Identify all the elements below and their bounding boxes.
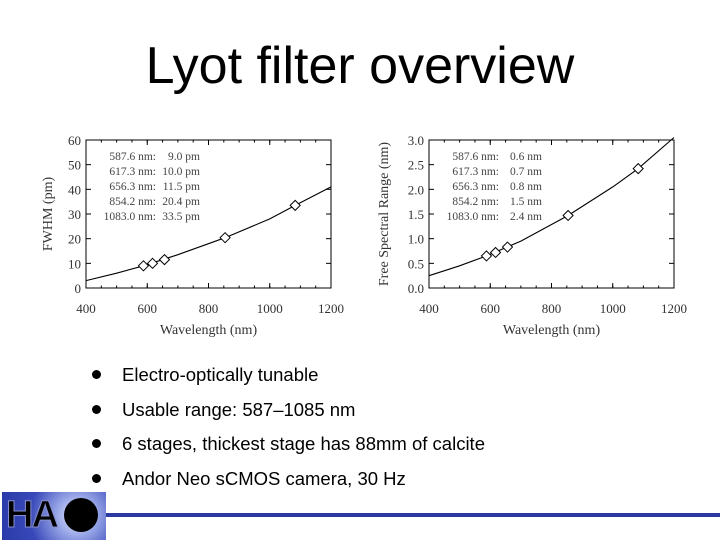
svg-text:10: 10	[68, 256, 81, 271]
svg-text:2.5: 2.5	[408, 158, 424, 173]
bullet-item: Electro-optically tunable	[92, 358, 485, 393]
bullet-list: Electro-optically tunable Usable range: …	[92, 358, 485, 496]
svg-text:Wavelength (nm): Wavelength (nm)	[503, 323, 601, 338]
logo-text: HA	[6, 494, 60, 537]
svg-text:854.2 nm:: 854.2 nm:	[109, 196, 156, 208]
svg-text:587.6 nm:: 587.6 nm:	[452, 151, 499, 163]
svg-text:0.6 nm: 0.6 nm	[510, 151, 542, 163]
svg-text:10.0 pm: 10.0 pm	[162, 166, 200, 178]
svg-text:0.8 nm: 0.8 nm	[510, 181, 542, 193]
svg-text:854.2 nm:: 854.2 nm:	[452, 196, 499, 208]
svg-text:3.0: 3.0	[408, 133, 424, 148]
svg-text:Free Spectral Range (nm): Free Spectral Range (nm)	[377, 142, 392, 287]
svg-text:1.0: 1.0	[408, 232, 424, 247]
svg-text:20: 20	[68, 232, 81, 247]
svg-text:400: 400	[419, 301, 439, 316]
svg-text:0.5: 0.5	[408, 256, 424, 271]
svg-text:587.6 nm:: 587.6 nm:	[109, 151, 156, 163]
svg-text:1000: 1000	[600, 301, 626, 316]
svg-text:400: 400	[76, 301, 96, 316]
svg-text:617.3 nm:: 617.3 nm:	[109, 166, 156, 178]
svg-text:1.5: 1.5	[408, 207, 424, 222]
svg-text:60: 60	[68, 133, 81, 148]
svg-text:2.0: 2.0	[408, 182, 424, 197]
svg-text:33.5 pm: 33.5 pm	[162, 211, 200, 223]
footer-rule	[106, 513, 720, 517]
svg-text:0.7 nm: 0.7 nm	[510, 166, 542, 178]
svg-text:1200: 1200	[661, 301, 687, 316]
bullet-item: 6 stages, thickest stage has 88mm of cal…	[92, 427, 485, 462]
svg-text:50: 50	[68, 158, 81, 173]
svg-text:600: 600	[481, 301, 501, 316]
svg-text:1083.0 nm:: 1083.0 nm:	[447, 211, 499, 223]
svg-text:0: 0	[75, 281, 82, 296]
svg-text:656.3 nm:: 656.3 nm:	[452, 181, 499, 193]
svg-text:40: 40	[68, 182, 81, 197]
fsr-chart: 400 600 800 1000 1200 0.0 0.5 1.0 1.5 2.0 2.5 3.0 Wa…	[377, 133, 687, 338]
eclipse-disc-icon	[64, 498, 98, 532]
svg-text:1000: 1000	[257, 301, 283, 316]
svg-text:600: 600	[138, 301, 158, 316]
svg-text:800: 800	[542, 301, 562, 316]
svg-text:Wavelength (nm): Wavelength (nm)	[160, 323, 258, 338]
svg-text:800: 800	[199, 301, 219, 316]
charts: 400 600 800 1000 1200 0 10 20 30 40 50 60 Wavelength…	[41, 133, 687, 338]
svg-text:2.4 nm: 2.4 nm	[510, 211, 542, 223]
svg-text:30: 30	[68, 207, 81, 222]
svg-text:617.3 nm:: 617.3 nm:	[452, 166, 499, 178]
fwhm-chart: 400 600 800 1000 1200 0 10 20 30 40 50 60 Wavelength…	[41, 133, 344, 338]
svg-text:656.3 nm:: 656.3 nm:	[109, 181, 156, 193]
slide-title: Lyot filter overview	[145, 37, 575, 95]
svg-text:20.4 pm: 20.4 pm	[162, 196, 200, 208]
svg-text:11.5 pm: 11.5 pm	[163, 181, 200, 193]
svg-text:1.5 nm: 1.5 nm	[510, 196, 542, 208]
bullet-item: Andor Neo sCMOS camera, 30 Hz	[92, 462, 485, 497]
svg-text:1200: 1200	[318, 301, 344, 316]
svg-text:0.0: 0.0	[408, 281, 424, 296]
svg-text:FWHM (pm): FWHM (pm)	[41, 177, 56, 252]
svg-text:9.0 pm: 9.0 pm	[168, 151, 200, 163]
hao-logo: HA	[2, 492, 106, 540]
bullet-item: Usable range: 587–1085 nm	[92, 393, 485, 428]
svg-text:1083.0 nm:: 1083.0 nm:	[104, 211, 156, 223]
